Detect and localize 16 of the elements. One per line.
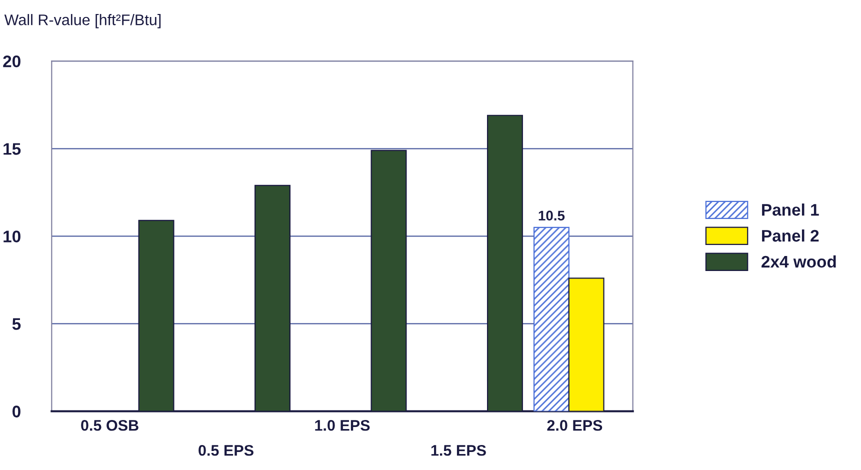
x-tick-label: 0.5 OSB [81,420,138,431]
legend-label: Panel 2 [762,229,819,242]
x-tick-label: 2.0 EPS [547,420,602,431]
legend-label: Panel 1 [762,203,819,216]
data-label: 10.5 [538,210,565,221]
y-tick-label: 20 [3,56,20,68]
legend-label: 2x4 wood [762,255,836,268]
y-axis-title: Wall R-value [hft²F/Btu] [4,14,161,28]
x-tick-label: 0.5 EPS [198,444,254,456]
bar [533,226,570,412]
x-tick-label: 1.0 EPS [315,420,370,431]
y-tick-label: 5 [12,318,21,330]
y-tick-label: 15 [4,143,21,155]
x-tick-label: 1.5 EPS [431,444,486,456]
y-tick-label: 10 [4,230,20,242]
y-tick-label: 0 [12,406,20,418]
